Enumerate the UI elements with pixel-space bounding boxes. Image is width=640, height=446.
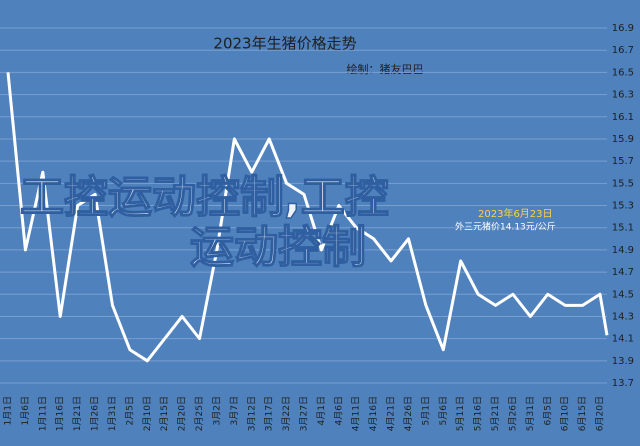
chart-title: 2023年生猪价格走势 [213, 35, 356, 53]
x-tick-label: 4月16日 [368, 396, 379, 431]
x-tick-label: 2月20日 [177, 396, 188, 431]
y-tick-label: 14.3 [612, 311, 634, 322]
watermark: 工控运动控制,工控 [20, 172, 389, 223]
x-tick-label: 5月21日 [490, 396, 501, 431]
x-tick-label: 1月31日 [107, 396, 118, 431]
x-tick-label: 1月26日 [90, 396, 101, 431]
y-tick-label: 16.9 [612, 23, 634, 34]
x-tick-label: 1月11日 [37, 396, 48, 431]
x-tick-label: 5月6日 [438, 396, 449, 425]
y-tick-label: 15.9 [612, 134, 634, 145]
x-tick-label: 3月22日 [281, 396, 292, 431]
x-tick-label: 5月1日 [420, 396, 431, 425]
x-tick-label: 4月1日 [316, 396, 327, 425]
x-tick-label: 3月2日 [211, 396, 222, 425]
y-tick-label: 14.7 [612, 267, 634, 278]
y-tick-label: 15.7 [612, 156, 634, 167]
x-tick-label: 6月5日 [542, 396, 553, 425]
x-tick-label: 3月27日 [299, 396, 310, 431]
y-tick-label: 16.5 [612, 67, 634, 78]
x-tick-label: 1月6日 [20, 396, 31, 425]
x-tick-label: 2月15日 [159, 396, 170, 431]
x-tick-label: 2月5日 [124, 396, 135, 425]
x-tick-label: 2月10日 [142, 396, 153, 431]
y-tick-label: 16.7 [612, 45, 634, 56]
x-tick-label: 4月11日 [351, 396, 362, 431]
x-tick-label: 5月11日 [455, 396, 466, 431]
price-line [6, 72, 609, 363]
y-tick-label: 15.3 [612, 201, 634, 212]
x-tick-label: 3月12日 [246, 396, 257, 431]
y-tick-label: 14.9 [612, 245, 634, 256]
x-tick-label: 5月26日 [507, 396, 518, 431]
y-tick-label: 16.1 [612, 112, 634, 123]
x-tick-label: 6月15日 [577, 396, 588, 431]
x-tick-label: 6月20日 [595, 396, 606, 431]
x-tick-label: 4月21日 [386, 396, 397, 431]
annotation: 外三元猪价14.13元/公斤 [455, 221, 556, 233]
y-tick-label: 16.3 [612, 90, 634, 101]
x-tick-label: 5月31日 [525, 396, 536, 431]
x-tick-label: 1月1日 [3, 396, 14, 425]
x-tick-label: 3月7日 [229, 396, 240, 425]
watermark: 运动控制 [190, 222, 366, 273]
x-tick-label: 1月16日 [55, 396, 66, 431]
y-tick-label: 15.1 [612, 223, 634, 234]
y-tick-label: 13.7 [612, 378, 634, 389]
x-tick-label: 2月25日 [194, 396, 205, 431]
y-tick-label: 13.9 [612, 356, 634, 367]
x-tick-label: 3月17日 [264, 396, 275, 431]
y-tick-label: 15.5 [612, 178, 634, 189]
x-tick-label: 6月10日 [560, 396, 571, 431]
chart-subtitle: 绘制：猪友巴巴 [347, 62, 424, 76]
x-tick-label: 5月16日 [473, 396, 484, 431]
y-tick-label: 14.1 [612, 334, 634, 345]
x-tick-label: 4月26日 [403, 396, 414, 431]
annotation: 2023年6月23日 [478, 207, 553, 220]
y-tick-label: 14.5 [612, 289, 634, 300]
x-tick-label: 4月6日 [333, 396, 344, 425]
x-tick-label: 1月21日 [72, 396, 83, 431]
